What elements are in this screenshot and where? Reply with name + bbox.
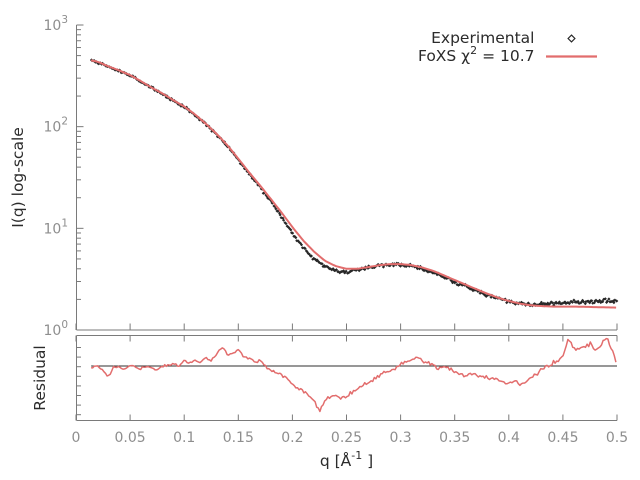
x-tick-labels: 0 0.05 0.1 0.15 0.2 0.25 0.3 0.35 0.4 0.45 0.5 <box>72 430 629 446</box>
x-tick-label: 0.5 <box>606 430 628 446</box>
y-tick-label: 103 <box>43 14 68 34</box>
foxs-fit-line <box>90 59 617 309</box>
x-axis-title: q [Å-1 ] <box>320 449 373 470</box>
axes <box>76 25 617 421</box>
y-tick-label: 100 <box>43 319 68 339</box>
x-tick-label: 0.45 <box>547 430 578 446</box>
legend-foxs-label: FoXS χ2 = 10.7 <box>418 44 535 65</box>
residual-y-ticks <box>76 347 81 416</box>
x-tick-label: 0.05 <box>115 430 146 446</box>
x-tick-label: 0.35 <box>439 430 470 446</box>
x-tick-label: 0.4 <box>498 430 520 446</box>
main-y-tick-labels: 100 101 102 103 <box>43 14 68 339</box>
x-tick-label: 0.1 <box>173 430 195 446</box>
x-tick-label: 0.2 <box>281 430 303 446</box>
experimental-points <box>89 58 619 308</box>
residual-y-axis-title: Residual <box>31 345 49 410</box>
main-y-ticks <box>76 24 84 331</box>
residual-curve <box>91 337 617 413</box>
legend-experimental-label: Experimental <box>431 29 534 47</box>
x-ticks <box>75 323 618 421</box>
x-tick-label: 0 <box>72 430 81 446</box>
x-tick-label: 0.15 <box>223 430 254 446</box>
y-tick-label: 102 <box>43 116 68 136</box>
main-y-axis-title: I(q) log-scale <box>9 127 27 228</box>
x-tick-label: 0.25 <box>331 430 362 446</box>
legend-experimental-marker <box>567 34 576 43</box>
y-tick-label: 101 <box>43 217 68 237</box>
x-tick-label: 0.3 <box>389 430 411 446</box>
